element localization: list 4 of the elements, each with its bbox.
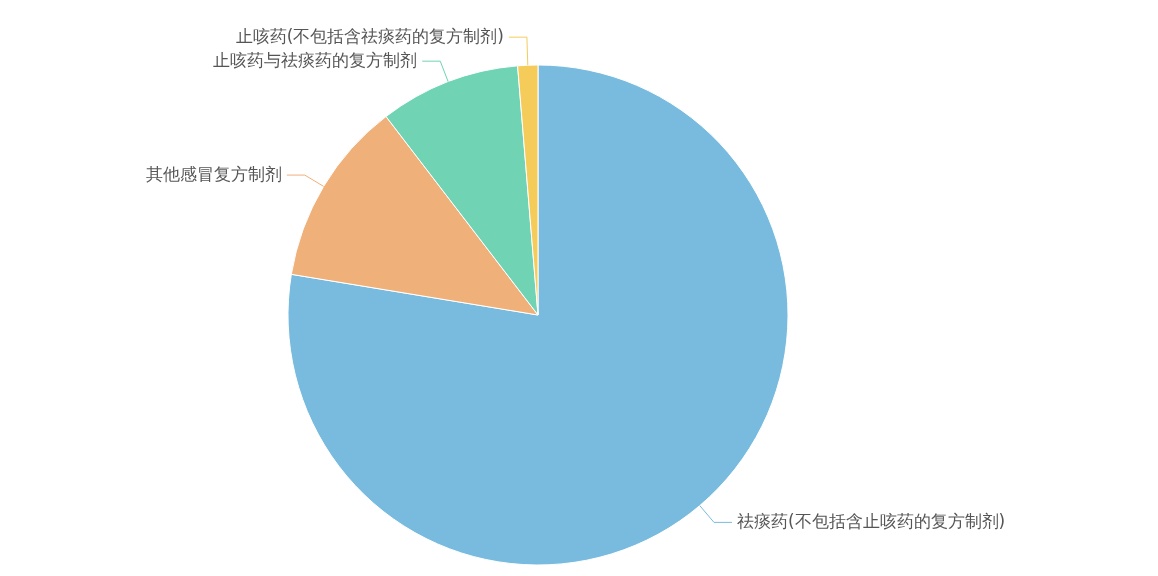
slice-label: 其他感冒复方制剂 — [145, 164, 282, 185]
slice-label: 祛痰药(不包括含止咳药的复方制剂) — [737, 511, 1006, 532]
slice-label: 止咳药(不包括含祛痰药的复方制剂) — [235, 26, 504, 47]
slice-label: 止咳药与祛痰药的复方制剂 — [213, 50, 418, 71]
